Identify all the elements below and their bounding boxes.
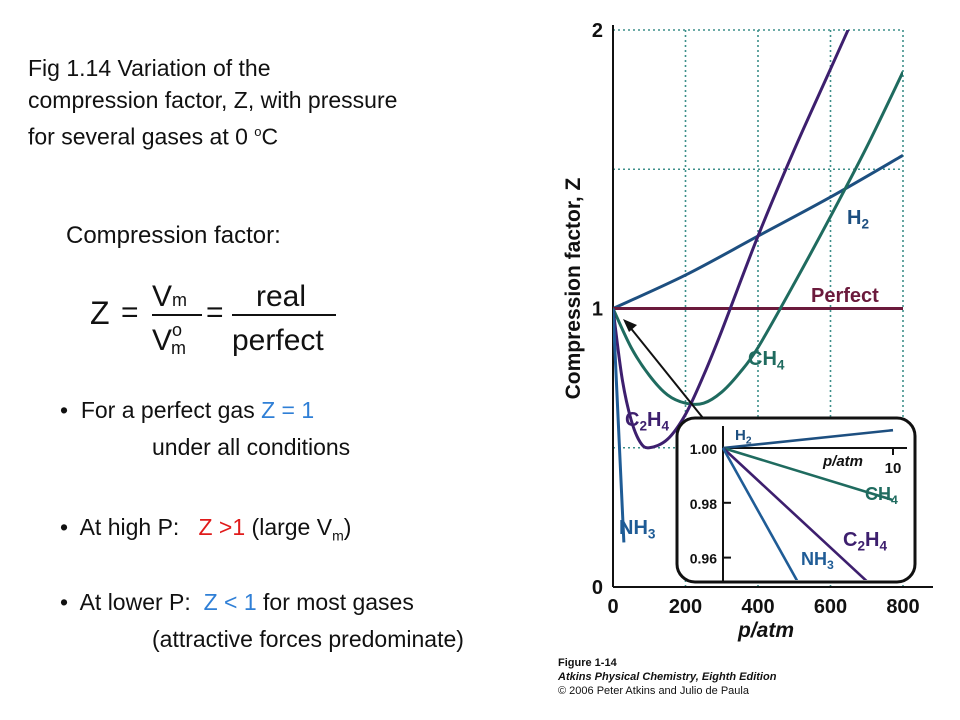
x-tick-label: 200 [669,596,702,618]
credit-book: Atkins Physical Chemistry, Eighth Editio… [558,671,777,683]
bullet-perfect-gas-cont: under all conditions [152,434,351,460]
inset-series-group [721,428,894,580]
zoom-arrow-head [623,319,637,332]
inset-series-line-ch4 [722,446,894,502]
inset-y-tick-label: 1.00 [690,441,717,457]
x-tick-label: 800 [886,596,919,618]
compression-chart: 0 200 400 600 800 0 1 2 p/atm Compression factor,… [562,20,933,642]
series-label-nh3: NH3 [619,517,656,541]
y-tick-label: 1 [592,299,603,321]
y-tick-label: 0 [592,577,603,599]
eq-vm-top: Vm [152,280,187,313]
inset-series-line-h2 [722,428,894,450]
credit-copyright: © 2006 Peter Atkins and Julio de Paula [558,685,749,697]
eq-equals-1: = [121,296,139,329]
eq-vm-bottom: Vo m [152,320,186,358]
series-group [613,30,903,543]
compression-equation: Z = Vm Vo m = real perfect [90,280,336,358]
inset-series-label-c2h4: C2H4 [843,529,887,553]
inset-series-line-nh3 [721,447,801,580]
inset-series-label-nh3: NH3 [801,549,834,572]
series-label-perfect: Perfect [811,285,879,307]
x-tick-label: 400 [741,596,774,618]
credit-figure: Figure 1-14 [558,657,617,669]
caption-line-2: compression factor, Z, with pressure [28,87,398,113]
inset-x-tick-label: 10 [885,460,902,477]
series-line-c2h4 [613,30,850,450]
figure-caption: Fig 1.14 Variation of the compression fa… [28,52,548,153]
series-label-c2h4: C2H4 [625,409,669,433]
bullet-high-pressure: • At high P: Z >1 (large Vm) [60,514,352,544]
inset-series-label-ch4: CH4 [865,484,898,507]
y-tick-label: 2 [592,20,603,42]
bullet-low-pressure: • At lower P: Z < 1 for most gases [60,589,414,615]
eq-z: Z [90,295,110,331]
inset-series-label-h2: H2 [735,427,752,446]
y-axis-label: Compression factor, Z [562,177,585,399]
caption-line-3: for several gases at 0 oC [28,123,279,150]
series-line-ch4 [613,71,903,406]
inset-series-line-c2h4 [722,447,872,580]
zoom-arrow-line [628,325,708,424]
compression-factor-label: Compression factor: [66,222,281,249]
bullet-perfect-gas: • For a perfect gas Z = 1 [60,397,315,423]
figure-credit: Figure 1-14 Atkins Physical Chemistry, E… [558,656,776,698]
eq-perfect: perfect [232,324,324,357]
x-axis-label: p/atm [737,619,794,642]
inset-y-tick-label: 0.98 [690,496,717,512]
x-tick-label: 600 [814,596,847,618]
series-line-nh3 [613,308,626,543]
eq-real: real [256,280,306,313]
bullet-low-pressure-cont: (attractive forces predominate) [152,626,464,652]
series-label-h2: H2 [847,207,869,231]
eq-equals-2: = [206,296,224,329]
caption-line-1: Fig 1.14 Variation of the [28,55,271,81]
x-tick-label: 0 [607,596,618,618]
series-label-ch4: CH4 [748,348,785,372]
inset-y-tick-label: 0.96 [690,551,717,567]
inset-x-axis-label: p/atm [822,453,863,470]
